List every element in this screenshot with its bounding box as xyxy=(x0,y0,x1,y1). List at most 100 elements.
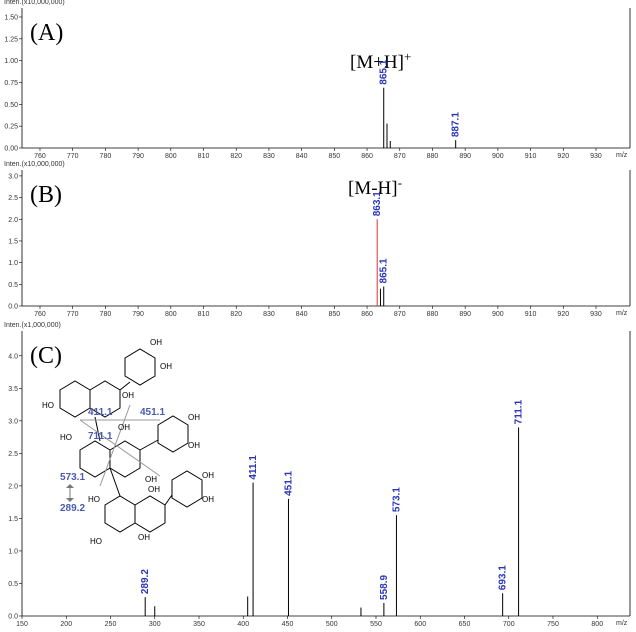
y-tick-label: 3.0 xyxy=(8,173,18,180)
x-tick-label: 890 xyxy=(459,153,471,160)
y-tick-label: 1.5 xyxy=(8,516,18,523)
x-tick-label: 880 xyxy=(427,311,439,318)
y-tick-label: 0.0 xyxy=(8,304,18,311)
x-tick-label: 860 xyxy=(361,311,373,318)
y-axis-label: Inten.(x10,000,000) xyxy=(4,161,65,168)
y-tick-label: 1.0 xyxy=(8,260,18,267)
group-label: OH xyxy=(188,413,200,422)
x-tick-label: 770 xyxy=(67,311,79,318)
group-label: OH xyxy=(118,423,130,432)
annotation-text: [M+H] xyxy=(350,52,404,73)
y-tick-label: 0.75 xyxy=(4,80,18,87)
x-tick-label: 880 xyxy=(427,153,439,160)
y-tick-label: 1.50 xyxy=(4,14,18,21)
x-tick-label: 780 xyxy=(100,311,112,318)
y-tick-label: 3.5 xyxy=(8,386,18,393)
x-tick-label: 900 xyxy=(492,311,504,318)
x-tick-label: 900 xyxy=(492,153,504,160)
x-tick-label: 650 xyxy=(459,621,471,628)
y-tick-label: 1.25 xyxy=(4,36,18,43)
x-tick-label: 910 xyxy=(525,311,537,318)
peak-label: 865.1 xyxy=(379,258,390,283)
peak-label: 451.1 xyxy=(283,470,294,495)
y-tick-label: 1.0 xyxy=(8,548,18,555)
x-tick-label: 300 xyxy=(149,621,161,628)
x-tick-label: 790 xyxy=(132,311,144,318)
x-axis-label: m/z xyxy=(616,310,628,317)
y-tick-label: 4.0 xyxy=(8,353,18,360)
x-tick-label: 820 xyxy=(230,311,242,318)
annotation-sup: - xyxy=(398,175,402,190)
y-tick-label: 0.25 xyxy=(4,124,18,131)
panel-label: (C) xyxy=(30,343,62,369)
x-tick-label: 600 xyxy=(414,621,426,628)
group-label: HO xyxy=(60,433,72,442)
x-tick-label: 800 xyxy=(165,311,177,318)
y-tick-label: 1.5 xyxy=(8,238,18,245)
annotation-text: [M-H] xyxy=(348,178,398,199)
x-axis-label: m/z xyxy=(616,620,628,627)
y-tick-label: 2.0 xyxy=(8,483,18,490)
fragment-label: 711.1 xyxy=(88,431,113,442)
x-tick-label: 350 xyxy=(193,621,205,628)
x-tick-label: 250 xyxy=(105,621,117,628)
x-tick-label: 750 xyxy=(547,621,559,628)
group-label: OH xyxy=(160,362,172,371)
x-tick-label: 810 xyxy=(198,153,210,160)
x-tick-label: 800 xyxy=(165,153,177,160)
x-tick-label: 870 xyxy=(394,153,406,160)
x-tick-label: 700 xyxy=(503,621,515,628)
fragment-label: 573.1 xyxy=(60,472,85,483)
peak-label: 289.2 xyxy=(140,569,151,594)
group-label: HO xyxy=(42,401,54,410)
x-tick-label: 550 xyxy=(370,621,382,628)
fragment-label: 451.1 xyxy=(140,407,165,418)
panel-label: (A) xyxy=(30,20,63,46)
peak-label: 573.1 xyxy=(391,487,402,512)
y-tick-label: 0.00 xyxy=(4,146,18,153)
y-tick-label: 0.50 xyxy=(4,102,18,109)
peak-label: 887.1 xyxy=(451,112,462,137)
molecule-structure xyxy=(59,348,203,533)
panel-label: (B) xyxy=(30,182,62,208)
x-tick-label: 860 xyxy=(361,153,373,160)
y-tick-label: 0.0 xyxy=(8,614,18,621)
x-tick-label: 820 xyxy=(230,153,242,160)
y-tick-label: 2.5 xyxy=(8,195,18,202)
x-tick-label: 400 xyxy=(237,621,249,628)
fragment-label: 289.2 xyxy=(60,503,85,514)
x-tick-label: 200 xyxy=(60,621,72,628)
group-label: HO xyxy=(90,537,102,546)
x-tick-label: 450 xyxy=(282,621,294,628)
x-tick-label: 830 xyxy=(263,311,275,318)
annotation: [M-H]- xyxy=(348,175,402,199)
annotation-sup: + xyxy=(404,49,411,64)
y-tick-label: 3.0 xyxy=(8,418,18,425)
x-axis-label: m/z xyxy=(616,152,628,159)
group-label: OH xyxy=(150,338,162,347)
peak-label: 865.1 xyxy=(379,59,390,84)
y-axis-label: Inten.(x1,000,000) xyxy=(4,322,61,329)
annotation: [M+H]+ xyxy=(350,49,411,73)
x-tick-label: 790 xyxy=(132,153,144,160)
x-tick-label: 850 xyxy=(328,311,340,318)
y-tick-label: 2.0 xyxy=(8,217,18,224)
group-label: OH xyxy=(122,391,134,400)
y-tick-label: 1.00 xyxy=(4,58,18,65)
x-tick-label: 910 xyxy=(525,153,537,160)
fragment-label: 411.1 xyxy=(88,407,113,418)
x-tick-label: 810 xyxy=(198,311,210,318)
y-axis-label: Inten.(x10,000,000) xyxy=(4,0,65,6)
x-tick-label: 920 xyxy=(557,311,569,318)
x-tick-label: 500 xyxy=(326,621,338,628)
y-tick-label: 0.5 xyxy=(8,282,18,289)
peak-label: 693.1 xyxy=(498,565,509,590)
x-tick-label: 930 xyxy=(590,153,602,160)
peak-label: 411.1 xyxy=(248,455,259,480)
y-tick-label: 2.5 xyxy=(8,451,18,458)
x-tick-label: 760 xyxy=(34,153,46,160)
group-label: OH xyxy=(138,533,150,542)
x-tick-label: 850 xyxy=(328,153,340,160)
x-tick-label: 780 xyxy=(100,153,112,160)
x-tick-label: 770 xyxy=(67,153,79,160)
